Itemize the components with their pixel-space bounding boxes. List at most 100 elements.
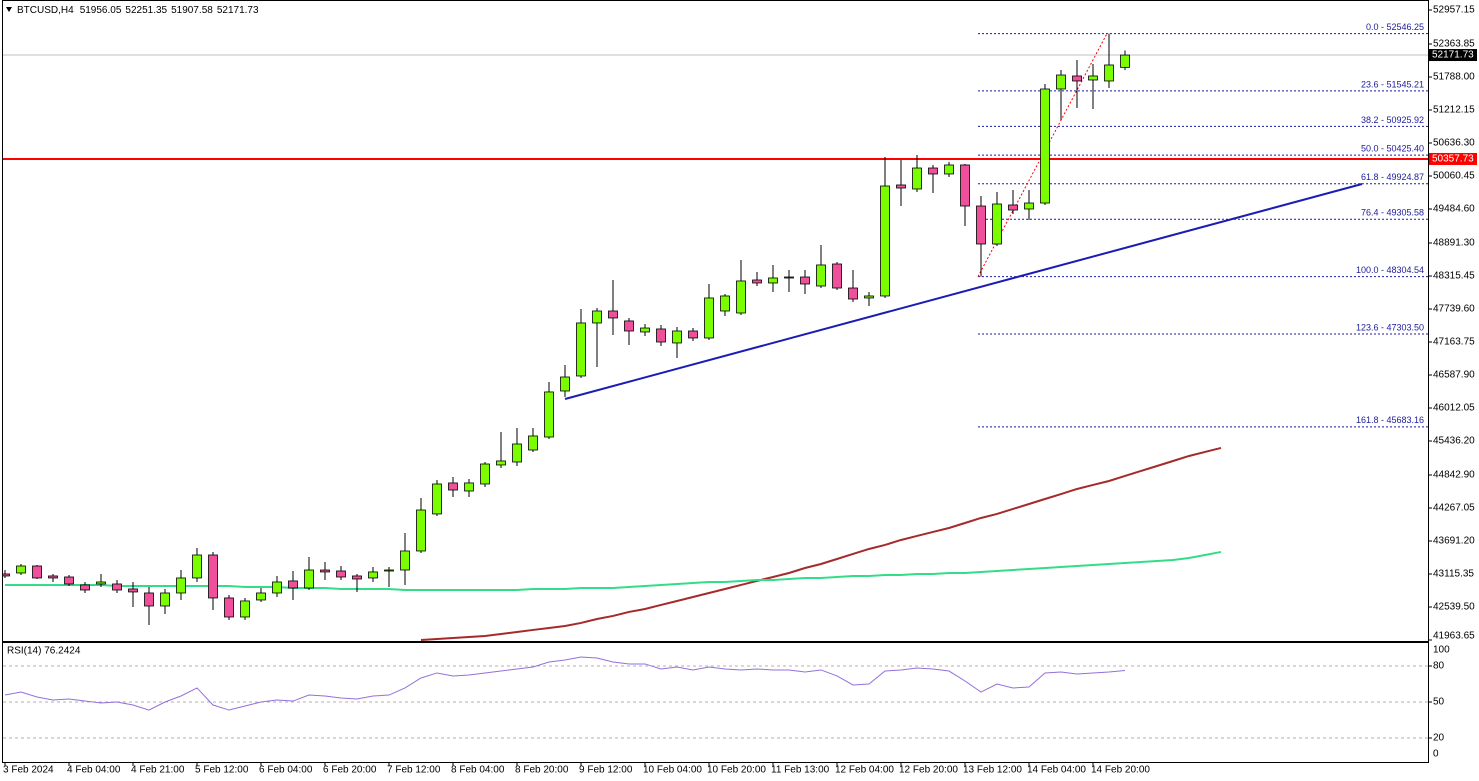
candle-body xyxy=(560,376,570,392)
x-tick-label: 10 Feb 20:00 xyxy=(707,765,766,776)
candle-body xyxy=(640,327,650,333)
x-tick-label: 4 Feb 04:00 xyxy=(67,765,121,776)
header-arrow xyxy=(6,7,12,12)
x-tick-label: 10 Feb 04:00 xyxy=(643,765,702,776)
y-tick-label: 49484.60 xyxy=(1433,204,1475,215)
candle-body xyxy=(16,565,26,574)
main-plot: 0.0 - 52546.25 23.6 - 51545.21 38.2 - 5092… xyxy=(3,22,1428,641)
y-tick-label: 47739.60 xyxy=(1433,304,1475,315)
candle-body xyxy=(928,167,938,175)
rsi-tick-label: 80 xyxy=(1433,661,1445,672)
candle-body xyxy=(608,310,618,319)
candle-body xyxy=(1120,54,1130,68)
candle-body xyxy=(304,569,314,589)
candle-body xyxy=(192,554,202,579)
y-tick-label: 50636.30 xyxy=(1433,138,1475,149)
candle-body xyxy=(688,330,698,339)
x-tick-label: 8 Feb 20:00 xyxy=(515,765,569,776)
candle-body xyxy=(416,509,426,552)
rsi-plot xyxy=(3,656,1428,739)
current-price-label: 52171.73 xyxy=(1432,50,1474,61)
candle-body xyxy=(752,279,762,284)
candle-body xyxy=(944,164,954,175)
candle-body xyxy=(1088,75,1098,81)
fib-label: 50.0 - 50425.40 xyxy=(1361,143,1424,153)
candle-body xyxy=(272,581,282,594)
candle-body xyxy=(992,203,1002,245)
header: BTCUSD,H4 51956.05 52251.35 51907.58 52171.7… xyxy=(17,5,259,16)
fib-label: 123.6 - 47303.50 xyxy=(1356,322,1424,332)
candle-body xyxy=(768,277,778,284)
candle-body xyxy=(320,569,330,573)
candle-body xyxy=(288,580,298,589)
main-panel xyxy=(2,0,1429,642)
candle-body xyxy=(128,588,138,593)
symbol: BTCUSD,H4 xyxy=(17,5,74,16)
y-tick-label: 45436.20 xyxy=(1433,436,1475,447)
candle-body xyxy=(848,287,858,300)
candle-body xyxy=(368,571,378,579)
x-tick-label: 4 Feb 21:00 xyxy=(131,765,185,776)
x-tick-label: 8 Feb 04:00 xyxy=(451,765,505,776)
header-low: 51907.58 xyxy=(171,5,213,16)
moving-average xyxy=(5,550,1222,591)
candle-body xyxy=(80,584,90,591)
candle-body xyxy=(32,565,42,579)
x-tick-label: 13 Feb 12:00 xyxy=(963,765,1022,776)
y-tick-label: 51212.15 xyxy=(1433,105,1475,116)
fib-label: 100.0 - 48304.54 xyxy=(1356,265,1424,275)
y-tick-label: 52363.85 xyxy=(1433,39,1475,50)
header-high: 52251.35 xyxy=(125,5,167,16)
rsi-label: RSI(14) 76.2424 xyxy=(7,646,81,657)
candle-body xyxy=(496,460,506,466)
candle-body xyxy=(1040,88,1050,204)
candle-body xyxy=(400,550,410,571)
candle-body xyxy=(336,570,346,578)
candle-body xyxy=(544,391,554,438)
current-price-box xyxy=(1429,49,1477,62)
candle-body xyxy=(432,483,442,515)
candle-body xyxy=(512,443,522,463)
candle-body xyxy=(224,597,234,618)
header-open: 51956.05 xyxy=(80,5,122,16)
candle-body xyxy=(3,573,10,577)
y-tick-label: 44267.05 xyxy=(1433,503,1475,514)
x-tick-label: 12 Feb 20:00 xyxy=(899,765,958,776)
y-tick-label: 42539.50 xyxy=(1433,602,1475,613)
x-tick-label: 7 Feb 12:00 xyxy=(387,765,441,776)
candle-body xyxy=(1072,75,1082,82)
level-price-box xyxy=(1429,152,1477,165)
candle-body xyxy=(384,569,394,572)
rsi-tick-label: 50 xyxy=(1433,697,1445,708)
candle-body xyxy=(720,295,730,312)
candle-body xyxy=(672,330,682,344)
candle-body xyxy=(144,592,154,607)
level-price-label: 50357.73 xyxy=(1432,154,1474,165)
moving-average xyxy=(420,446,1222,641)
candle-body xyxy=(112,583,122,591)
x-tick-label: 11 Feb 13:00 xyxy=(771,765,830,776)
rsi-tick-label: 100 xyxy=(1433,645,1450,656)
y-tick-label: 46587.90 xyxy=(1433,370,1475,381)
candle-body xyxy=(64,576,74,585)
x-tick-label: 14 Feb 04:00 xyxy=(1027,765,1086,776)
candle-body xyxy=(624,320,634,332)
fib-label: 61.8 - 49924.87 xyxy=(1361,172,1424,182)
candle-body xyxy=(352,575,362,580)
candle-body xyxy=(704,297,714,339)
rsi-tick-label: 20 xyxy=(1433,733,1445,744)
candle-body xyxy=(240,600,250,618)
x-tick-label: 5 Feb 12:00 xyxy=(195,765,249,776)
candle-body xyxy=(736,280,746,314)
header-close: 52171.73 xyxy=(217,5,259,16)
candle-body xyxy=(960,164,970,207)
candle-body xyxy=(48,575,58,579)
fib-label: 76.4 - 49305.58 xyxy=(1361,208,1424,218)
y-tick-label: 52957.15 xyxy=(1433,5,1475,16)
fib-label: 23.6 - 51545.21 xyxy=(1361,79,1424,89)
candle-body xyxy=(1024,202,1034,210)
x-tick-label: 3 Feb 2024 xyxy=(3,765,54,776)
candle-body xyxy=(1104,64,1114,82)
y-tick-label: 44842.90 xyxy=(1433,470,1475,481)
